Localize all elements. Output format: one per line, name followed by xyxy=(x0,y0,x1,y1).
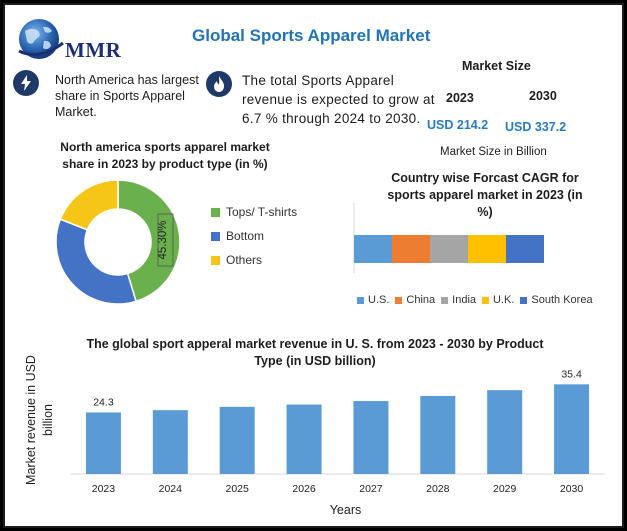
donut-data-label: 45.30% xyxy=(157,220,169,259)
legend-item-uk: U.K. xyxy=(482,294,514,306)
legend-item-china: China xyxy=(395,294,435,306)
cagr-chart-title: Country wise Forcast CAGR for sports app… xyxy=(387,171,583,219)
x-tick-label: 2027 xyxy=(359,483,383,495)
bar-2024 xyxy=(152,410,188,474)
legend-swatch xyxy=(482,296,490,304)
x-tick-label: 2026 xyxy=(292,483,316,495)
legend-swatch xyxy=(520,296,528,304)
bar-2025 xyxy=(219,406,255,474)
donut-data-label-box xyxy=(157,213,174,267)
cagr-segment-china xyxy=(392,235,430,263)
logo-text: MMR xyxy=(65,38,122,62)
donut-slice-others xyxy=(59,179,119,231)
legend-item-south-korea: South Korea xyxy=(520,294,593,306)
market-size-footer: Market Size in Billion xyxy=(440,146,547,158)
cagr-segment-u-k xyxy=(468,235,506,263)
market-size-year-start: 2023 xyxy=(446,91,474,105)
legend-swatch xyxy=(441,296,449,304)
cagr-segment-south-korea xyxy=(506,235,544,263)
info-north-america: North America has largest share in Sport… xyxy=(55,73,199,119)
bar-2028 xyxy=(420,395,456,474)
bar-data-label: 35.4 xyxy=(561,368,582,380)
cagr-segment-india xyxy=(430,235,468,263)
market-size-heading: Market Size xyxy=(462,59,531,73)
legend-swatch xyxy=(211,207,220,217)
market-size-value-end: USD 337.2 xyxy=(505,120,567,134)
x-axis-label: Years xyxy=(330,503,362,517)
x-tick-label: 2023 xyxy=(92,483,116,495)
legend-item-india: India xyxy=(441,294,476,306)
page-title: Global Sports Apparel Market xyxy=(192,26,431,45)
y-axis-label: Market revenue in USD xyxy=(24,355,38,485)
bar-data-label: 24.3 xyxy=(93,396,114,408)
donut-slice-tops xyxy=(117,179,181,303)
legend-item-bottom: Bottom xyxy=(211,229,297,243)
legend-item-us: U.S. xyxy=(357,294,389,306)
bar-2026 xyxy=(286,404,322,474)
cagr-chart xyxy=(353,203,544,273)
y-axis-label-line2: billion xyxy=(41,404,55,436)
donut-legend: Tops/ T-shirts Bottom Others xyxy=(211,205,297,267)
revenue-bar-chart: Market revenue in USD billion 2023 24.3 2024… xyxy=(24,355,605,517)
market-size-year-end: 2030 xyxy=(529,89,557,103)
bar-chart-title: The global sport apperal market revenue … xyxy=(86,337,544,368)
cagr-segment-u-s xyxy=(354,235,392,263)
x-tick-label: 2029 xyxy=(493,483,517,495)
legend-item-others: Others xyxy=(211,253,297,267)
x-tick-label: 2024 xyxy=(159,483,183,495)
info-revenue-growth: The total Sports Apparel revenue is expe… xyxy=(242,73,435,126)
donut-chart: 45.30% xyxy=(55,179,181,305)
donut-chart-title: North america sports apparel market shar… xyxy=(60,140,270,171)
legend-swatch xyxy=(211,255,220,265)
cagr-legend: U.S. China India U.K. South Korea xyxy=(357,294,593,306)
legend-item-tops: Tops/ T-shirts xyxy=(211,205,297,219)
donut-slice-bottom xyxy=(55,218,137,305)
legend-swatch xyxy=(211,231,220,241)
legend-swatch xyxy=(395,296,403,304)
x-tick-label: 2025 xyxy=(226,483,250,495)
market-size-value-start: USD 214.2 xyxy=(427,118,489,132)
globe-logo-icon xyxy=(18,19,64,59)
legend-swatch xyxy=(357,296,364,304)
bar-2030 xyxy=(554,384,590,474)
infographic-card: MMR Global Sports Apparel Market North A… xyxy=(3,3,624,528)
x-tick-label: 2028 xyxy=(426,483,450,495)
lightning-icon xyxy=(13,70,39,96)
flame-icon xyxy=(206,71,232,97)
bar-2027 xyxy=(353,401,389,474)
bar-2029 xyxy=(487,390,523,474)
x-tick-label: 2030 xyxy=(560,483,584,495)
bar-2023 xyxy=(85,412,121,474)
